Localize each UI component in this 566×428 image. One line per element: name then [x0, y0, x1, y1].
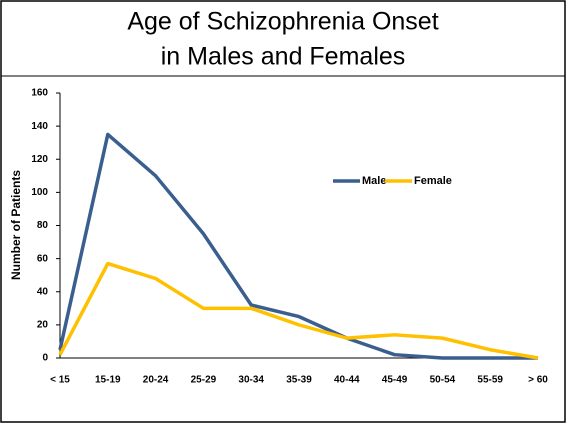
x-tick-label: 55-59 — [477, 375, 503, 386]
y-tick-label: 100 — [31, 187, 48, 198]
y-tick-label: 40 — [37, 286, 49, 297]
x-tick-label: 45-49 — [382, 375, 408, 386]
x-tick-label: > 60 — [528, 375, 548, 386]
y-tick-label: 160 — [31, 88, 48, 99]
x-tick-label: < 15 — [50, 375, 70, 386]
x-tick-label: 30-34 — [238, 375, 264, 386]
legend-label: Female — [414, 175, 452, 187]
series-line — [58, 261, 539, 360]
y-tick-label: 0 — [42, 353, 48, 364]
y-tick-label: 80 — [37, 220, 49, 231]
legend-label: Male — [362, 175, 386, 187]
x-tick-label: 50-54 — [430, 375, 456, 386]
y-tick-label: 60 — [37, 253, 49, 264]
y-tick-label: 140 — [31, 121, 48, 132]
chart-subtitle: in Males and Females — [161, 43, 406, 71]
chart-title: Age of Schizophrenia Onset — [127, 8, 438, 36]
y-tick-label: 120 — [31, 154, 48, 165]
y-tick-label: 20 — [37, 320, 49, 331]
x-tick-label: 20-24 — [143, 375, 169, 386]
y-axis-title: Number of Patients — [9, 170, 23, 280]
series-line — [58, 132, 538, 360]
x-tick-label: 15-19 — [95, 375, 121, 386]
x-tick-label: 25-29 — [191, 375, 217, 386]
x-tick-label: 40-44 — [334, 375, 360, 386]
x-tick-label: 35-39 — [286, 375, 312, 386]
